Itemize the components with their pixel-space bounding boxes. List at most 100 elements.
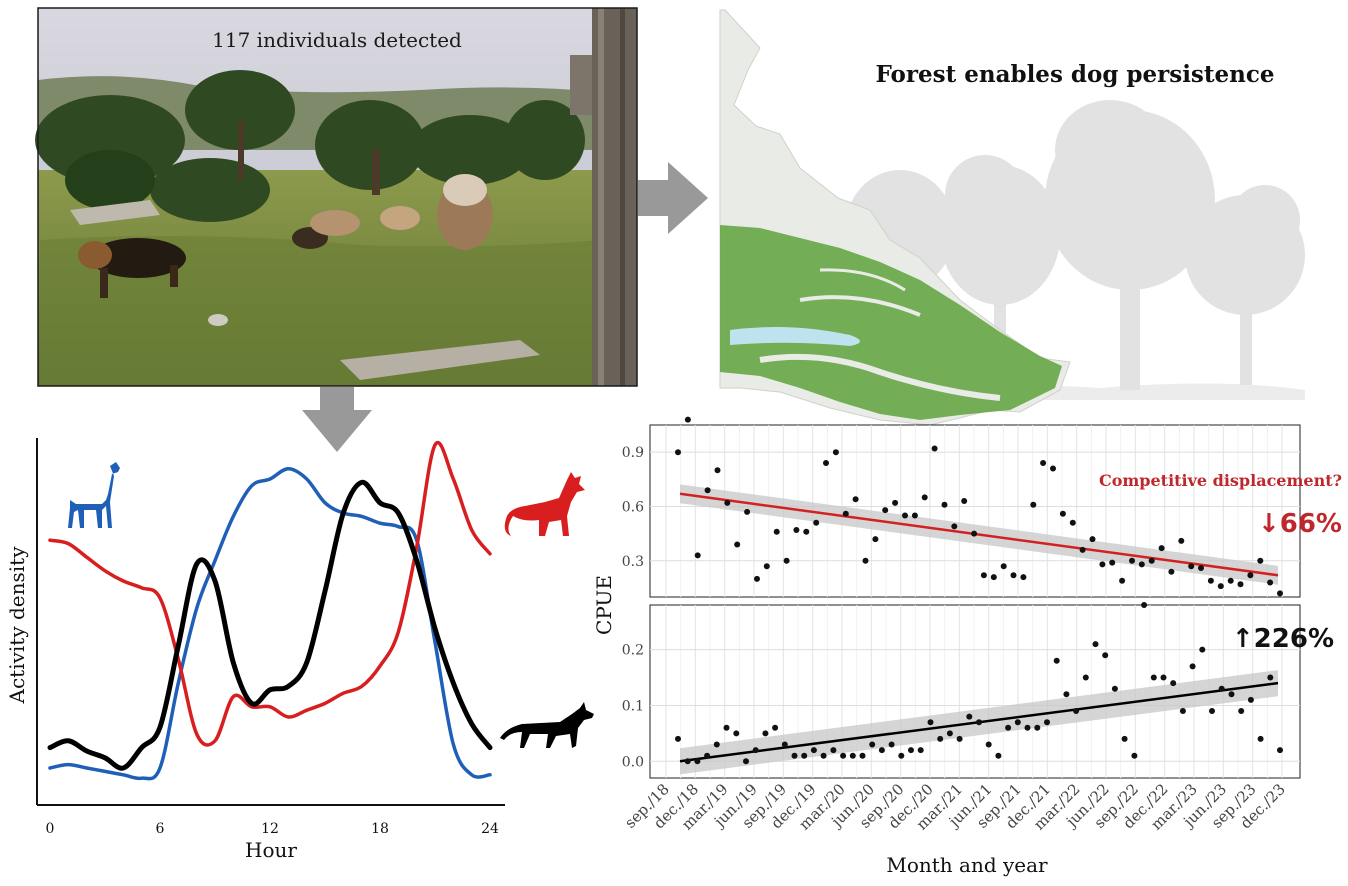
cpue-point-fox (990, 574, 997, 581)
cpue-point-dog (1024, 724, 1031, 731)
cpue-point-fox (961, 498, 968, 504)
cpue-point-dog (801, 752, 808, 759)
cpue-point-dog (772, 724, 779, 731)
cpue-point-dog (849, 752, 856, 759)
cpue-point-fox (694, 552, 701, 559)
cpue-point-dog (1053, 657, 1060, 664)
cpue-point-fox (1207, 577, 1214, 584)
cpue-point-fox (911, 512, 918, 519)
cpue-y-label: CPUE (592, 575, 616, 635)
cpue-point-fox (823, 460, 829, 466)
cpue-point-dog (1199, 646, 1206, 653)
cpue-point-dog (1228, 691, 1235, 698)
cpue-point-fox (1050, 465, 1056, 472)
cpue-point-fox (902, 512, 908, 519)
arrow-down (302, 387, 372, 452)
cpue-point-fox (931, 445, 938, 452)
cpue-point-fox (980, 572, 987, 579)
cpue-point-fox (1267, 579, 1274, 586)
cpue-point-dog (1102, 652, 1109, 659)
cpue-point-dog (723, 724, 730, 731)
cpue-point-dog (1063, 691, 1070, 698)
cpue-point-dog (1247, 696, 1254, 703)
camera-trap-photo: 117 individuals detected (35, 7, 638, 387)
cpue-point-fox (1129, 557, 1135, 564)
cpue-point-dog (1092, 641, 1099, 648)
cpue-point-fox (803, 528, 810, 535)
cpue-y-tick: 0.3 (622, 554, 644, 570)
cpue-point-dog (1257, 735, 1264, 742)
cpue-point-fox (734, 541, 741, 548)
cpue-point-fox (971, 530, 978, 537)
cpue-point-dog (713, 741, 720, 748)
cpue-point-fox (1040, 460, 1047, 466)
lake (730, 326, 860, 346)
cpue-point-fox (1217, 583, 1224, 590)
activity-line-dog (47, 479, 493, 771)
cpue-point-fox (1138, 561, 1145, 568)
cpue-point-dog (1131, 752, 1138, 759)
cpue-point-fox (1227, 577, 1234, 584)
cpue-point-fox (763, 563, 770, 570)
cpue-point-fox (951, 523, 958, 530)
fox-icon (504, 472, 585, 536)
cpue-point-dog (1209, 708, 1215, 714)
cpue-point-fox (1148, 557, 1155, 564)
cpue-y-tick: 0.2 (622, 643, 644, 659)
cpue-x-label: Month and year (886, 853, 1048, 877)
cpue-point-dog (917, 747, 924, 754)
activity-x-tick: 24 (481, 821, 499, 837)
cpue-point-fox (941, 501, 948, 508)
activity-x-tick: 18 (371, 821, 389, 837)
cpue-point-dog (1014, 719, 1021, 726)
cpue-point-dog (733, 730, 740, 737)
cpue-point-dog (1238, 708, 1245, 714)
cpue-point-dog (694, 758, 701, 765)
cpue-point-dog (1179, 708, 1186, 714)
cpue-point-fox (842, 510, 849, 517)
cpue-point-dog (791, 752, 798, 759)
cpue-point-fox (1069, 519, 1076, 526)
cpue-point-dog (1073, 708, 1080, 714)
cpue-point-dog (1218, 685, 1225, 692)
cpue-point-dog (859, 752, 866, 759)
cpue-point-fox (892, 499, 899, 506)
cpue-point-dog (1005, 724, 1012, 731)
cpue-point-fox (882, 507, 889, 514)
cpue-point-dog (743, 758, 749, 765)
cpue-point-dog (1111, 685, 1118, 692)
cpue-point-fox (1198, 565, 1204, 571)
cpue-point-fox (862, 557, 869, 564)
cpue-point-dog (1034, 724, 1041, 731)
cpue-point-fox (704, 487, 711, 494)
forest-cover (720, 225, 1062, 420)
activity-line-guanaco (48, 467, 492, 781)
map-title: Forest enables dog persistence (875, 61, 1274, 88)
cpue-point-dog (840, 752, 847, 759)
cpue-point-fox (1247, 572, 1254, 579)
cpue-point-dog (937, 735, 944, 742)
dog-icon (500, 702, 594, 748)
cpue-point-fox (832, 449, 839, 456)
cpue-panel-fox: 0.3 0.6 0.9 (622, 416, 1301, 598)
cpue-point-fox (1079, 546, 1086, 553)
cpue-point-fox (1168, 568, 1175, 575)
cpue-point-dog (1141, 602, 1148, 608)
cpue-point-dog (908, 747, 914, 754)
cpue-point-fox (1020, 574, 1027, 581)
guanaco-icon (68, 462, 120, 528)
cpue-point-fox (754, 575, 760, 582)
cpue-point-fox (724, 499, 731, 506)
cpue-point-fox (1188, 563, 1195, 570)
cpue-point-fox (1119, 577, 1126, 584)
cpue-point-dog (781, 741, 788, 748)
cpue-point-fox (813, 519, 820, 526)
cpue-y-tick: 0.1 (622, 698, 644, 714)
dog-change-label: ↑226% (1232, 624, 1334, 654)
cpue-point-dog (752, 747, 759, 754)
cpue-point-dog (995, 752, 1002, 759)
cpue-point-dog (956, 735, 963, 742)
cpue-y-tick: 0.0 (622, 754, 644, 770)
cpue-point-fox (852, 496, 859, 503)
